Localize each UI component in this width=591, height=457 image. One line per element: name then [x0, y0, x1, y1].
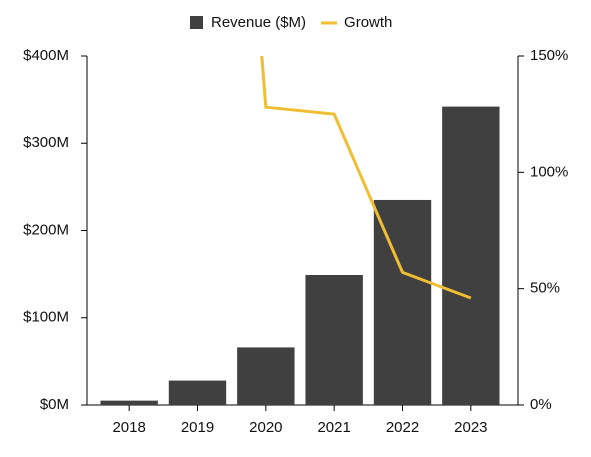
- x-tick-label: 2020: [249, 419, 282, 436]
- y-tick-label: $400M: [23, 47, 69, 64]
- growth-line: [260, 56, 472, 300]
- x-tick-label: 2022: [386, 419, 419, 436]
- legend-label: Revenue ($M): [211, 14, 306, 31]
- bar: [100, 400, 158, 405]
- y2-tick-label: 100%: [530, 163, 568, 180]
- y-tick-label: $200M: [23, 221, 69, 238]
- bar: [168, 380, 227, 405]
- y-tick-label: $100M: [23, 309, 69, 326]
- x-tick-label: 2021: [317, 419, 350, 436]
- bar: [305, 274, 363, 405]
- bar: [237, 347, 295, 405]
- x-tick-label: 2019: [181, 419, 214, 436]
- y-tick-label: $0M: [40, 396, 69, 413]
- y2-tick-label: 150%: [530, 47, 568, 64]
- y-tick-label: $300M: [23, 134, 69, 151]
- bar: [373, 199, 432, 405]
- plot-area: [100, 56, 500, 405]
- y2-tick-label: 0%: [530, 396, 552, 413]
- x-tick-label: 2018: [112, 419, 145, 436]
- y2-tick-label: 50%: [530, 280, 560, 297]
- legend-swatch: [190, 16, 203, 29]
- bar: [442, 106, 500, 405]
- legend-label: Growth: [344, 14, 392, 31]
- x-tick-label: 2023: [454, 419, 487, 436]
